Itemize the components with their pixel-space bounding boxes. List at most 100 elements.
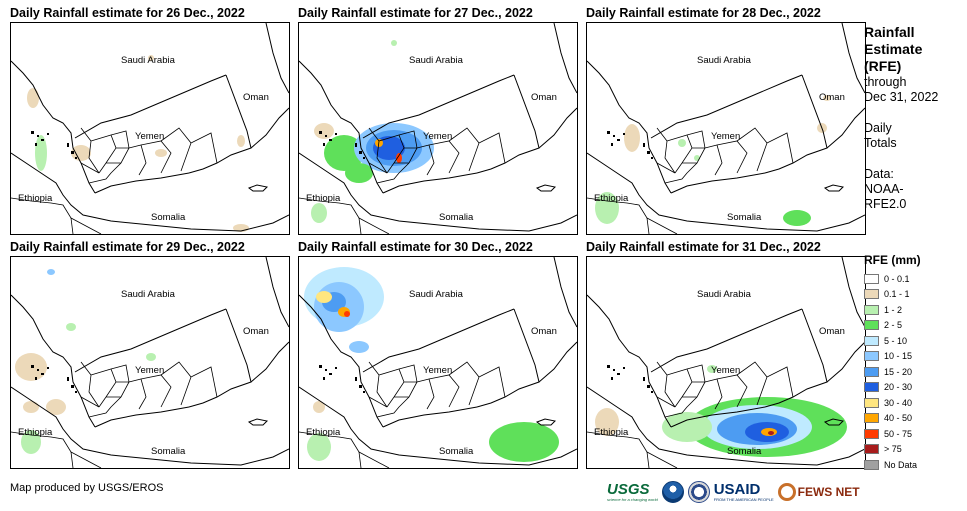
rain-patch [349,341,369,353]
africa-coast [299,152,577,232]
legend-label: 10 - 15 [884,351,913,362]
legend-label: 2 - 5 [884,320,903,331]
sidebar-title-1: Rainfall [864,24,915,40]
label-ethiopia: Ethiopia [306,427,341,438]
governorates [656,361,748,418]
legend-swatch [864,289,879,300]
rain-patch [678,139,686,147]
rain-patch [313,401,325,413]
yemen-south-coast [382,172,478,194]
sidebar-through: through [864,75,907,89]
label-oman: Oman [243,326,269,337]
islands [607,365,653,393]
red-sea-coast [11,60,96,194]
rain-patch [707,365,717,373]
label-saudi-arabia: Saudi Arabia [697,289,751,300]
sidebar-source-1: NOAA- [864,182,904,196]
legend-row: 2 - 5 [864,318,921,334]
label-oman: Oman [531,92,557,103]
legend-row: 0 - 0.1 [864,271,921,287]
yemen-south-coast [94,172,190,194]
oman-yemen-border [764,308,828,408]
legend-row: 50 - 75 [864,426,921,442]
oman-coast-south [250,107,289,149]
label-ethiopia: Ethiopia [18,193,53,204]
ethiopia-border [299,431,362,468]
legend-row: 40 - 50 [864,411,921,427]
sidebar-source-2: RFE2.0 [864,197,907,211]
legend-label: 1 - 2 [884,304,903,315]
africa-coast [11,152,289,232]
rain-patch [21,430,41,454]
rain-patch [237,135,245,147]
rain-patch [391,40,397,46]
rain-patch [489,422,559,462]
islands [31,365,77,393]
fews-logo-text: FEWS NET [797,485,860,499]
rainfall-overlay [595,365,847,457]
map-svg [299,257,577,468]
label-somalia: Somalia [727,446,762,457]
rain-patch [314,123,334,139]
rainfall-overlay [27,55,249,232]
red-sea-coast [299,60,384,194]
label-somalia: Somalia [151,446,186,457]
oman-coast-south [826,107,865,149]
label-yemen: Yemen [135,131,165,142]
label-somalia: Somalia [151,212,186,223]
red-sea-coast [299,294,384,428]
rain-patch [396,153,402,163]
legend-label: 15 - 20 [884,366,913,377]
legend-swatch [864,444,879,455]
governorates [368,127,460,184]
rain-patch [595,408,619,436]
rain-patch [823,95,831,101]
ethiopia-border [11,431,74,468]
label-somalia: Somalia [439,446,474,457]
islands [607,131,653,159]
ethiopia-border [299,197,362,234]
label-ethiopia: Ethiopia [594,427,629,438]
rain-patch [662,412,712,442]
usaid-tagline: FROM THE AMERICAN PEOPLE [713,496,774,502]
oman-yemen-border [188,308,252,408]
saudi-yemen-border [74,308,227,373]
oman-yemen-border [764,74,828,174]
legend-row: 0.1 - 1 [864,287,921,303]
governorates [656,127,748,184]
legend-swatch [864,397,879,408]
rainfall-map: Saudi Arabia Oman Yemen Ethiopia Somalia [10,256,290,469]
oman-coast-south [250,341,289,383]
rain-patch [23,401,39,413]
africa-coast [587,152,865,232]
map-svg [587,257,865,468]
legend-swatch [864,459,879,470]
oman-coast-north [841,257,865,328]
islands [319,131,365,159]
sidebar-title-3: (RFE) [864,58,902,74]
label-ethiopia: Ethiopia [306,193,341,204]
africa-coast [587,386,865,466]
oman-yemen-border [476,74,540,174]
legend-swatch [864,382,879,393]
legend-label: 20 - 30 [884,382,913,393]
legend-label: 5 - 10 [884,335,908,346]
rain-patch [27,88,39,108]
rainfall-overlay [595,95,831,226]
sidebar-date: Dec 31, 2022 [864,90,939,104]
rain-patch [66,323,76,331]
usaid-logo-text: USAID [713,480,761,498]
saudi-yemen-border [650,74,803,139]
map-svg [299,23,577,234]
label-saudi-arabia: Saudi Arabia [409,55,463,66]
boundaries [587,257,865,468]
label-somalia: Somalia [439,212,474,223]
saudi-yemen-border [362,308,515,373]
label-yemen: Yemen [135,365,165,376]
label-yemen: Yemen [711,131,741,142]
boundaries [587,23,865,234]
panel-title: Daily Rainfall estimate for 30 Dec., 202… [298,240,533,254]
label-oman: Oman [531,326,557,337]
rain-patch [324,135,364,171]
yemen-south-coast [382,406,478,428]
